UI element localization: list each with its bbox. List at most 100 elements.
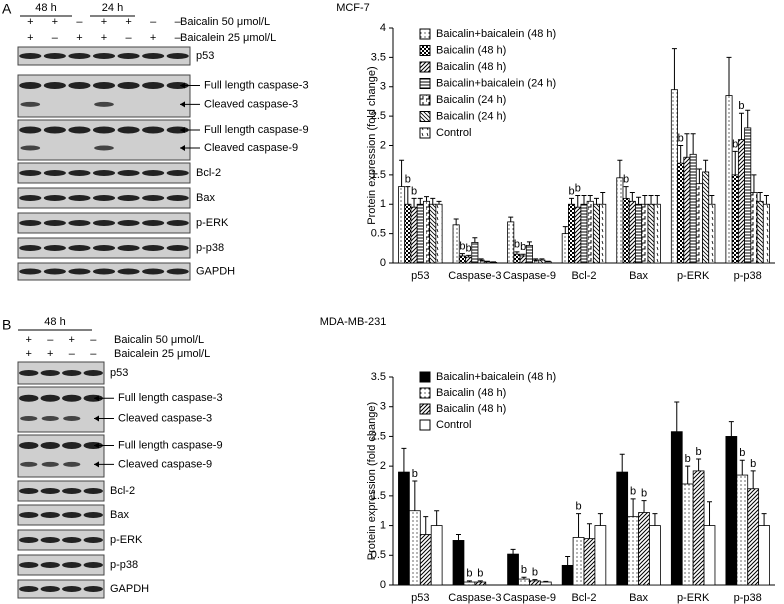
error-bar: [453, 218, 459, 225]
blot-band: [43, 220, 66, 226]
x-tick-label: p53: [411, 270, 429, 282]
bar: [477, 259, 485, 264]
y-tick-label: 2: [380, 460, 386, 472]
error-bar: [597, 513, 603, 526]
bar: [622, 197, 630, 264]
significance-label: b: [466, 242, 472, 254]
x-tick-label: p53: [411, 592, 429, 604]
arrow-head: [180, 127, 185, 133]
blot-band: [19, 512, 39, 518]
treatment-sign: +: [125, 16, 131, 28]
legend-label: Baicalin (48 h): [436, 44, 506, 56]
treatment-label: Baicalein 25 μmol/L: [180, 32, 276, 44]
blot-band: [142, 245, 165, 251]
bar: [744, 127, 752, 264]
error-bar: [707, 501, 713, 526]
y-tick-label: 1: [380, 519, 386, 531]
error-bar: [514, 251, 520, 255]
blot-band: [68, 82, 91, 89]
bar: [758, 525, 770, 586]
blot-label: Cleaved caspase-9: [204, 142, 298, 154]
legend-label: Control: [436, 419, 471, 431]
x-tick-label: Caspase-3: [448, 270, 501, 282]
treatment-sign: –: [47, 334, 54, 346]
treatment-label: Baicalin 50 μmol/L: [180, 16, 270, 28]
bar: [703, 525, 716, 586]
bar: [539, 581, 552, 586]
blot-band: [83, 488, 103, 494]
bar: [641, 203, 649, 264]
treatment-sign: –: [150, 16, 157, 28]
bar: [532, 259, 540, 264]
bar: [677, 162, 685, 264]
error-bar: [491, 261, 497, 263]
error-bar: [728, 421, 734, 437]
error-bar: [636, 196, 642, 205]
bar: [762, 203, 770, 264]
bar: [681, 483, 694, 586]
arrow-head: [94, 395, 99, 402]
blot-band: [19, 370, 39, 376]
blot-band: [117, 53, 140, 59]
blot-band: [92, 220, 116, 226]
significance-label: b: [575, 501, 581, 513]
blot-band: [62, 442, 82, 449]
treatment-sign: +: [26, 348, 32, 360]
treatment-label: Baicalin 50 μmol/L: [114, 334, 204, 346]
error-bar: [600, 192, 606, 205]
bar: [725, 436, 738, 586]
blot-band: [68, 126, 91, 134]
bar: [544, 261, 552, 264]
blot-band: [142, 53, 165, 59]
error-bar: [623, 186, 629, 199]
bar: [474, 581, 487, 586]
error-bar: [430, 197, 436, 205]
blot-band: [83, 586, 103, 592]
blot-band: [20, 101, 41, 107]
blot-band: [41, 461, 59, 467]
blot-label: Full length caspase-9: [204, 124, 309, 136]
blot-band: [68, 195, 91, 201]
error-bar: [533, 258, 539, 261]
blot-band: [43, 268, 66, 275]
bar: [416, 203, 424, 264]
blot-band: [117, 126, 140, 134]
significance-label: b: [459, 241, 465, 253]
error-bar: [466, 580, 472, 583]
blot-band: [68, 268, 91, 275]
x-tick-label: Caspase-3: [448, 592, 501, 604]
significance-label: b: [411, 185, 417, 197]
error-bar: [696, 168, 702, 184]
bar: [580, 203, 588, 264]
blot-band: [94, 145, 114, 151]
blot-band: [83, 512, 103, 518]
bar: [408, 510, 421, 586]
x-tick-label: Bcl-2: [571, 592, 596, 604]
error-bar: [508, 216, 514, 222]
bar: [750, 192, 758, 264]
error-bar: [472, 237, 478, 243]
error-bar: [526, 241, 532, 246]
y-tick-label: 0.5: [371, 228, 386, 240]
treatment-sign: +: [27, 16, 33, 28]
blot-band: [117, 268, 140, 275]
bar: [561, 564, 574, 586]
arrow-head: [180, 101, 185, 108]
blot-band: [19, 220, 42, 226]
y-axis-label: Protein expression (fold change): [366, 66, 378, 224]
legend-swatch: [419, 94, 431, 106]
blot-band: [117, 220, 140, 226]
bar: [574, 206, 582, 264]
blot-label: p53: [196, 50, 214, 62]
error-bar: [459, 253, 465, 256]
error-bar: [750, 470, 756, 489]
error-bar: [678, 145, 684, 164]
bar: [736, 474, 749, 586]
bar: [756, 200, 764, 264]
blot-band: [40, 562, 60, 568]
bar: [423, 200, 431, 264]
y-tick-label: 2.5: [371, 430, 386, 442]
blot-band: [43, 82, 66, 89]
significance-label: b: [568, 185, 574, 197]
blot-band: [19, 268, 42, 275]
